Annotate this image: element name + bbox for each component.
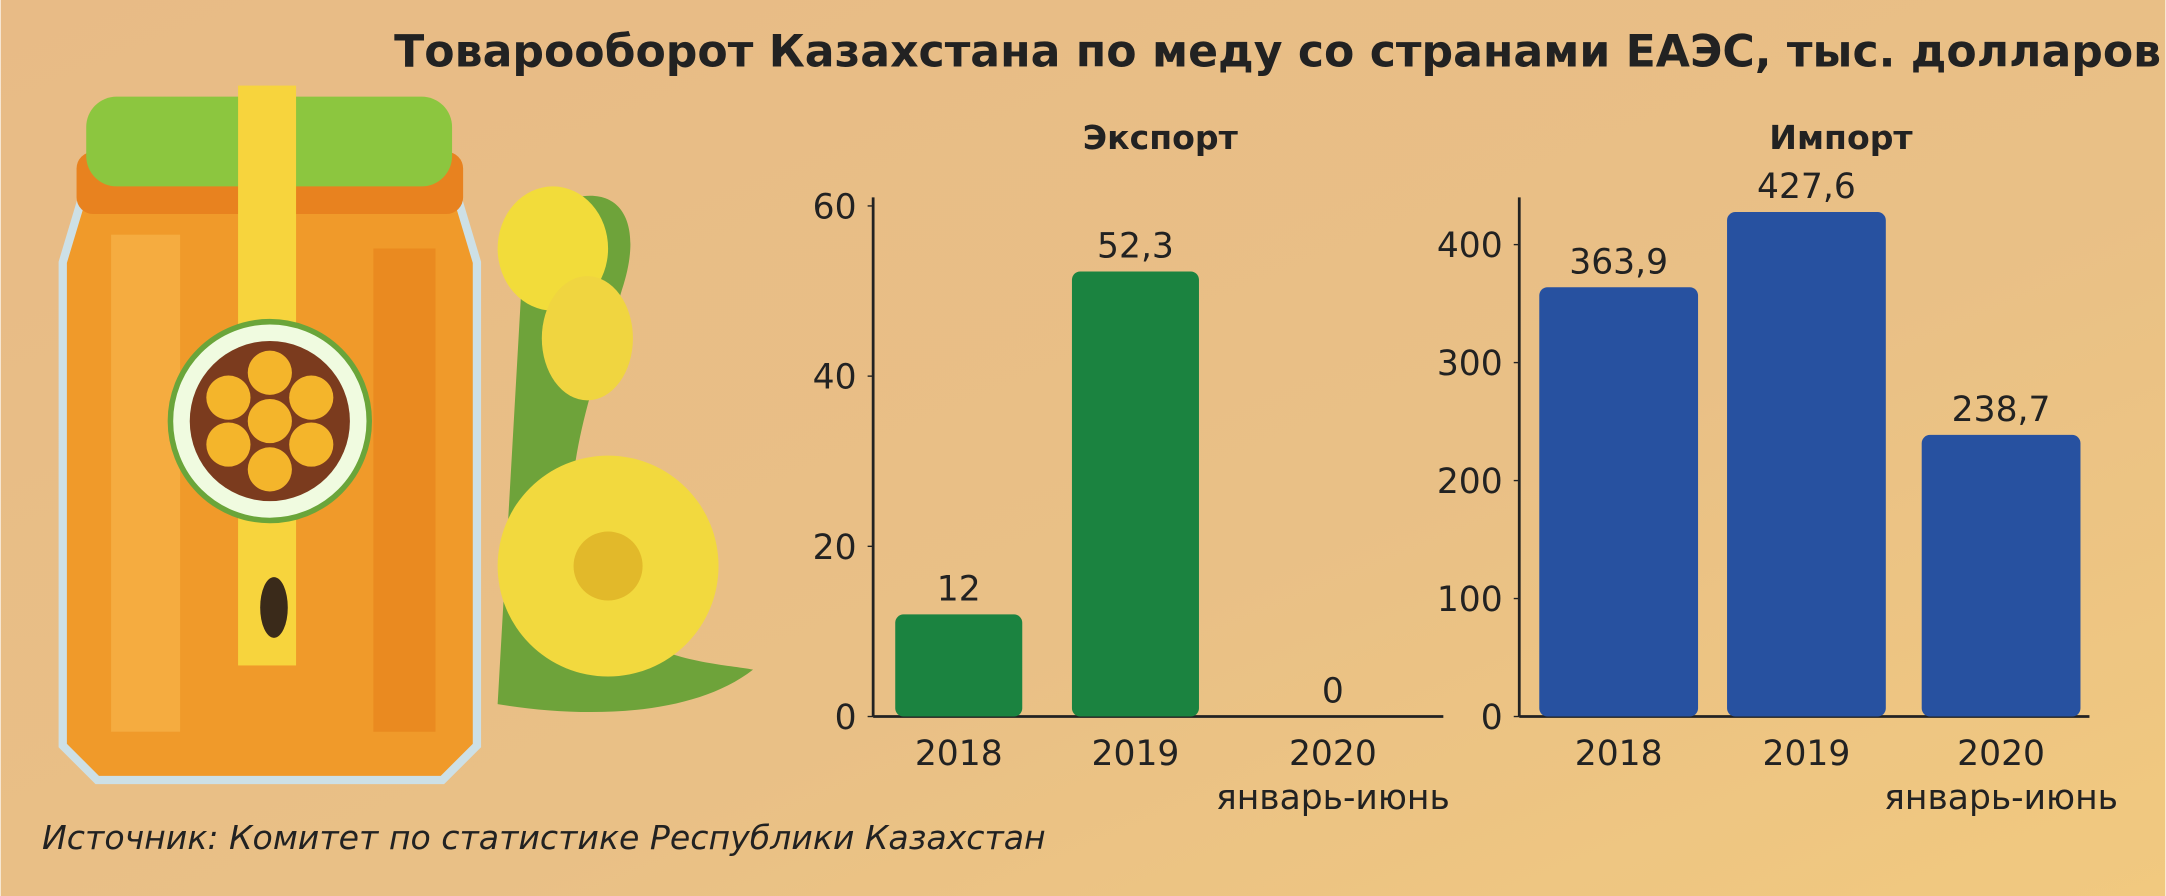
honey-jar-illustration: [58, 85, 754, 785]
x-tick-label: 2019: [1763, 734, 1851, 774]
bar: [1727, 212, 1886, 717]
x-tick-label: 2019: [1092, 734, 1180, 774]
y-tick-label: 300: [1437, 344, 1503, 384]
bar: [1539, 287, 1699, 717]
bar: [1921, 434, 2081, 717]
y-tick-label: 200: [1437, 462, 1503, 502]
x-tick-label: 2020 январь-июнь: [1884, 734, 2118, 818]
y-tick-label: 60: [813, 187, 857, 227]
y-tick-label: 40: [813, 358, 857, 398]
chart-subtitle: Импорт: [1769, 118, 1913, 157]
value-label: 363,9: [1569, 242, 1668, 282]
value-label: 12: [937, 570, 981, 610]
value-label: 0: [1322, 672, 1344, 712]
source-note: Источник: Комитет по статистике Республи…: [42, 818, 1046, 857]
value-label: 427,6: [1757, 167, 1856, 207]
value-label: 52,3: [1097, 227, 1174, 267]
y-tick-label: 20: [813, 528, 857, 568]
chart-title: Товарооборот Казахстана по меду со стран…: [394, 26, 2161, 77]
x-tick-label: 2018: [915, 734, 1003, 774]
y-tick-label: 0: [835, 698, 857, 738]
bar: [1071, 271, 1199, 717]
y-tick-label: 0: [1481, 698, 1503, 738]
value-label: 238,7: [1952, 390, 2051, 430]
bar: [895, 614, 1023, 717]
x-tick-label: 2020 январь-июнь: [1216, 734, 1450, 818]
y-tick-label: 400: [1437, 226, 1503, 266]
x-tick-label: 2018: [1575, 734, 1663, 774]
y-tick-label: 100: [1437, 580, 1503, 620]
chart-subtitle: Экспорт: [1083, 118, 1239, 157]
